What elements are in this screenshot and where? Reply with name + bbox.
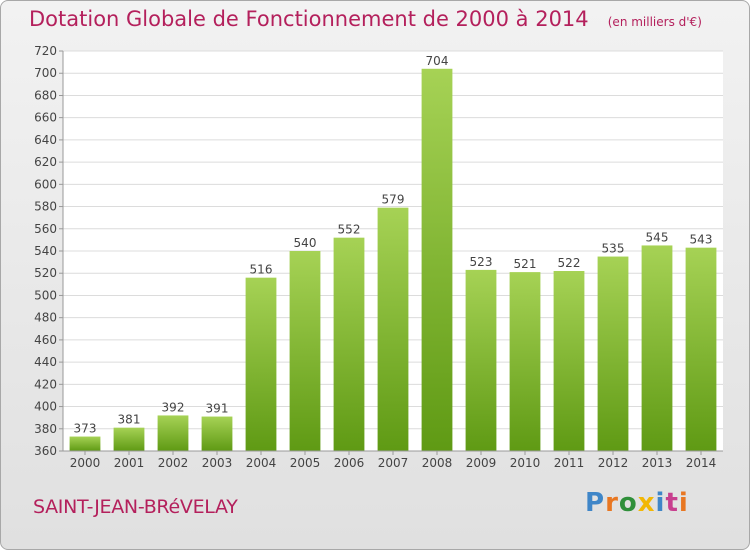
x-tick-label-2014: 2014 xyxy=(686,456,717,470)
x-tick-label-2008: 2008 xyxy=(422,456,453,470)
y-tick-label: 520 xyxy=(34,266,57,280)
x-tick-label-2009: 2009 xyxy=(466,456,497,470)
y-tick-label: 580 xyxy=(34,200,57,214)
commune-name: SAINT-JEAN-BRéVELAY xyxy=(33,496,238,518)
y-tick-label: 400 xyxy=(34,400,57,414)
bar-2012 xyxy=(597,256,629,451)
x-tick-label-2000: 2000 xyxy=(70,456,101,470)
value-label-2007: 579 xyxy=(382,193,405,207)
y-tick-label: 540 xyxy=(34,244,57,258)
bar-2013 xyxy=(641,245,673,451)
y-tick-label: 560 xyxy=(34,222,57,236)
bar-2005 xyxy=(289,251,321,451)
y-tick-label: 640 xyxy=(34,133,57,147)
value-labels: 373 381 392 391 516 540 552 579 704 523 521 522 535 5… xyxy=(74,54,713,436)
y-tick-label: 480 xyxy=(34,311,57,325)
x-tick-label-2007: 2007 xyxy=(378,456,409,470)
value-label-2013: 545 xyxy=(646,230,669,244)
y-tick-label: 600 xyxy=(34,177,57,191)
y-tick-label: 500 xyxy=(34,288,57,302)
x-tick-label-2011: 2011 xyxy=(554,456,585,470)
y-tick-label: 380 xyxy=(34,422,57,436)
bar-2007 xyxy=(377,207,409,451)
y-tick-label: 360 xyxy=(34,444,57,458)
bar-2011 xyxy=(553,271,585,451)
brand-letter: P xyxy=(585,488,606,518)
brand-letter: i xyxy=(655,488,666,518)
bar-2000 xyxy=(69,436,101,451)
x-tick-label-2004: 2004 xyxy=(246,456,277,470)
value-label-2006: 552 xyxy=(338,223,361,237)
y-tick-labels: 360 380 400 420 440 460 480 500 520 540 560 580 600 6… xyxy=(34,44,57,458)
value-label-2010: 521 xyxy=(514,257,537,271)
bar-2006 xyxy=(333,237,365,451)
brand-letter: t xyxy=(665,488,679,518)
brand-letter: r xyxy=(605,488,619,518)
y-tick-label: 460 xyxy=(34,333,57,347)
y-tick-label: 420 xyxy=(34,377,57,391)
bar-2002 xyxy=(157,415,189,451)
y-tick-label: 720 xyxy=(34,44,57,58)
title-row: Dotation Globale de Fonctionnement de 20… xyxy=(29,7,702,31)
y-tick-label: 620 xyxy=(34,155,57,169)
brand-letter: x xyxy=(637,488,656,518)
chart-subtitle: (en milliers d'€) xyxy=(607,15,702,29)
value-label-2011: 522 xyxy=(558,256,581,270)
x-tick-label-2003: 2003 xyxy=(202,456,233,470)
value-label-2009: 523 xyxy=(470,255,493,269)
value-label-2003: 391 xyxy=(206,402,229,416)
value-label-2000: 373 xyxy=(74,422,97,436)
value-label-2005: 540 xyxy=(294,236,317,250)
brand-letter: i xyxy=(678,488,689,518)
bar-2009 xyxy=(465,269,497,451)
value-label-2001: 381 xyxy=(118,413,141,427)
value-label-2012: 535 xyxy=(602,242,625,256)
bars xyxy=(69,68,717,452)
value-label-2002: 392 xyxy=(162,400,185,414)
x-tick-label-2012: 2012 xyxy=(598,456,629,470)
x-tick-labels: 2000 2001 2002 2003 2004 2005 2006 2007 2008 2009… xyxy=(70,451,717,470)
x-tick-label-2006: 2006 xyxy=(334,456,365,470)
y-tick-label: 700 xyxy=(34,66,57,80)
value-label-2008: 704 xyxy=(426,54,449,68)
value-label-2014: 543 xyxy=(690,233,713,247)
y-tick-label: 440 xyxy=(34,355,57,369)
x-tick-label-2001: 2001 xyxy=(114,456,145,470)
y-tick-label: 680 xyxy=(34,88,57,102)
x-tick-label-2002: 2002 xyxy=(158,456,189,470)
y-tick-label: 660 xyxy=(34,111,57,125)
bar-2008 xyxy=(421,68,453,452)
bar-2003 xyxy=(201,416,233,451)
x-tick-label-2013: 2013 xyxy=(642,456,673,470)
x-tick-label-2005: 2005 xyxy=(290,456,321,470)
brand-letter: o xyxy=(618,488,638,518)
chart-title: Dotation Globale de Fonctionnement de 20… xyxy=(29,7,589,31)
bar-2010 xyxy=(509,272,541,451)
bar-2001 xyxy=(113,427,145,451)
bar-2014 xyxy=(685,247,717,451)
brand-logo: Proxiti xyxy=(585,488,689,518)
x-tick-label-2010: 2010 xyxy=(510,456,541,470)
bar-2004 xyxy=(245,277,277,451)
value-label-2004: 516 xyxy=(250,263,273,277)
